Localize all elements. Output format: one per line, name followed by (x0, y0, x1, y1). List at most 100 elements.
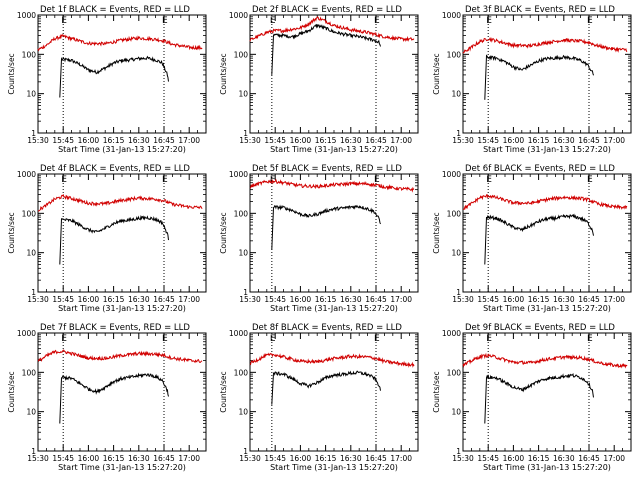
y-tick-label: 10 (238, 408, 248, 417)
panel-title: Det 3f BLACK = Events, RED = LLD (465, 5, 615, 15)
x-tick-label: 16:30 (553, 454, 575, 463)
y-axis-label: Counts/sec (7, 371, 16, 412)
x-tick-label: 15:30 (27, 136, 49, 145)
y-tick-label: 1 (31, 447, 36, 456)
y-tick-label: 1 (243, 288, 248, 297)
y-tick-label: 1000 (442, 11, 461, 20)
y-tick-label: 1 (31, 129, 36, 138)
x-tick-label: 15:45 (52, 295, 74, 304)
x-tick-label: 16:15 (528, 295, 550, 304)
panel-title: Det 9f BLACK = Events, RED = LLD (465, 323, 615, 333)
x-tick-label: 16:30 (128, 295, 150, 304)
time-marker-letter: E (270, 175, 276, 185)
x-tick-label: 16:00 (290, 136, 312, 145)
x-tick-label: 16:15 (315, 454, 337, 463)
y-tick-label: 1 (243, 447, 248, 456)
x-tick-label: 16:00 (78, 295, 100, 304)
plot-frame (249, 332, 419, 452)
y-axis-label: Counts/sec (7, 53, 16, 94)
y-tick-label: 10 (451, 408, 461, 417)
y-tick-label: 10 (238, 90, 248, 99)
y-axis-label: Counts/sec (7, 212, 16, 253)
events-series-line (484, 372, 594, 424)
lld-series-line (462, 194, 628, 211)
events-series-line (271, 23, 381, 75)
x-tick-label: 16:45 (153, 454, 175, 463)
lld-series-line (37, 33, 203, 52)
x-tick-label: 16:15 (315, 295, 337, 304)
x-tick-label: 17:00 (178, 454, 200, 463)
y-tick-label: 100 (447, 50, 462, 59)
lld-series-line (462, 36, 628, 54)
y-tick-label: 100 (234, 368, 249, 377)
x-axis-label: Start Time (31-Jan-13 15:27:20) (58, 463, 186, 472)
x-tick-label: 15:30 (239, 136, 261, 145)
x-tick-label: 17:00 (178, 295, 200, 304)
x-tick-label: 16:15 (528, 136, 550, 145)
x-tick-label: 16:30 (340, 136, 362, 145)
lld-series-line (37, 193, 203, 212)
x-tick-label: 16:00 (290, 454, 312, 463)
time-marker-letter: E (270, 334, 276, 344)
lld-series-line (249, 352, 415, 368)
panel-det-7: Det 7f BLACK = Events, RED = LLD 1 10 100 10… (7, 323, 207, 472)
time-marker-letter: E (486, 175, 492, 185)
events-series-line (271, 204, 381, 250)
x-tick-label: 16:30 (553, 295, 575, 304)
lld-series-line (37, 349, 203, 364)
x-tick-label: 15:45 (477, 454, 499, 463)
x-tick-label: 15:45 (264, 295, 286, 304)
x-tick-label: 16:00 (78, 454, 100, 463)
x-axis-label: Start Time (31-Jan-13 15:27:20) (270, 145, 398, 154)
x-tick-label: 16:30 (340, 454, 362, 463)
panel-title: Det 1f BLACK = Events, RED = LLD (40, 5, 190, 15)
time-marker-letter: E (587, 334, 593, 344)
x-tick-label: 15:45 (52, 454, 74, 463)
x-tick-label: 17:00 (390, 454, 412, 463)
time-marker-letter: E (374, 175, 380, 185)
events-series-line (484, 213, 594, 265)
panel-title: Det 5f BLACK = Events, RED = LLD (252, 164, 402, 174)
x-tick-label: 16:45 (578, 136, 600, 145)
x-axis-label: Start Time (31-Jan-13 15:27:20) (270, 304, 398, 313)
y-axis-label: Counts/sec (219, 212, 228, 253)
x-tick-label: 15:30 (452, 136, 474, 145)
time-marker-letter: E (61, 175, 67, 185)
y-tick-label: 1 (243, 129, 248, 138)
time-marker-letter: E (61, 16, 67, 26)
x-tick-label: 17:00 (390, 295, 412, 304)
x-tick-label: 16:00 (503, 454, 525, 463)
time-marker-letter: E (374, 334, 380, 344)
x-tick-label: 15:30 (27, 454, 49, 463)
x-axis-label: Start Time (31-Jan-13 15:27:20) (483, 145, 611, 154)
x-tick-label: 15:45 (477, 136, 499, 145)
x-axis-label: Start Time (31-Jan-13 15:27:20) (270, 463, 398, 472)
plot-frame (249, 173, 419, 293)
x-tick-label: 17:00 (178, 136, 200, 145)
panel-title: Det 2f BLACK = Events, RED = LLD (252, 5, 402, 15)
y-tick-label: 1000 (17, 329, 36, 338)
time-marker-letter: E (162, 175, 168, 185)
time-marker-letter: E (61, 334, 67, 344)
x-tick-label: 16:15 (528, 454, 550, 463)
x-tick-label: 16:15 (103, 454, 125, 463)
y-tick-label: 100 (234, 209, 249, 218)
y-tick-label: 100 (22, 50, 37, 59)
x-tick-label: 16:15 (103, 295, 125, 304)
x-tick-label: 16:45 (153, 295, 175, 304)
panel-det-8: Det 8f BLACK = Events, RED = LLD 1 10 100 10… (219, 323, 419, 472)
y-axis-label: Counts/sec (432, 53, 441, 94)
y-tick-label: 1000 (229, 11, 248, 20)
x-tick-label: 16:00 (78, 136, 100, 145)
x-tick-label: 16:45 (153, 136, 175, 145)
x-tick-label: 15:45 (264, 136, 286, 145)
x-tick-label: 16:45 (365, 136, 387, 145)
panel-title: Det 7f BLACK = Events, RED = LLD (40, 323, 190, 333)
time-marker-letter: E (162, 334, 168, 344)
panel-det-1: Det 1f BLACK = Events, RED = LLD 1 10 100 10… (7, 5, 207, 154)
x-tick-label: 17:00 (603, 136, 625, 145)
y-tick-label: 10 (451, 90, 461, 99)
y-axis-label: Counts/sec (219, 371, 228, 412)
y-tick-label: 1000 (442, 329, 461, 338)
events-series-line (59, 55, 169, 98)
